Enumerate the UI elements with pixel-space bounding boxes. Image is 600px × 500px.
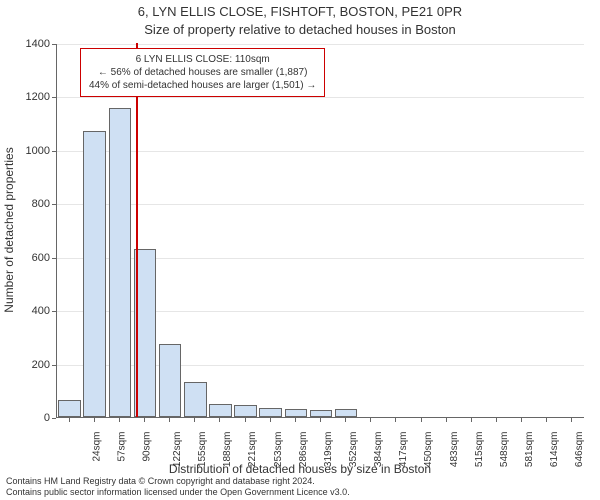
x-tick-mark	[320, 418, 321, 422]
histogram-bar	[310, 410, 333, 417]
y-tick-mark	[52, 204, 56, 205]
x-tick-mark	[119, 418, 120, 422]
x-tick-mark	[345, 418, 346, 422]
x-tick-mark	[446, 418, 447, 422]
x-tick-mark	[496, 418, 497, 422]
y-tick-mark	[52, 258, 56, 259]
y-tick-label: 800	[0, 198, 50, 210]
x-tick-label: 122sqm	[172, 432, 183, 468]
x-tick-label: 646sqm	[574, 432, 585, 468]
x-tick-label: 253sqm	[273, 432, 284, 468]
annotation-line1: 6 LYN ELLIS CLOSE: 110sqm	[89, 53, 316, 66]
histogram-bar	[109, 108, 132, 417]
x-tick-label: 384sqm	[373, 432, 384, 468]
annotation-line3: 44% of semi-detached houses are larger (…	[89, 79, 316, 92]
y-tick-label: 200	[0, 359, 50, 371]
x-tick-label: 614sqm	[549, 432, 560, 468]
histogram-bar	[335, 409, 358, 417]
x-tick-mark	[94, 418, 95, 422]
histogram-bar	[58, 400, 81, 417]
y-tick-label: 600	[0, 252, 50, 264]
x-tick-label: 581sqm	[524, 432, 535, 468]
histogram-bar	[285, 409, 308, 417]
attribution-line1: Contains HM Land Registry data © Crown c…	[6, 476, 350, 487]
x-tick-label: 24sqm	[91, 432, 102, 462]
chart-title-line1: 6, LYN ELLIS CLOSE, FISHTOFT, BOSTON, PE…	[0, 4, 600, 19]
attribution-line2: Contains public sector information licen…	[6, 487, 350, 498]
x-tick-mark	[395, 418, 396, 422]
y-tick-label: 0	[0, 412, 50, 424]
y-axis-label: Number of detached properties	[2, 147, 16, 312]
y-tick-mark	[52, 311, 56, 312]
x-tick-label: 57sqm	[116, 432, 127, 462]
x-tick-label: 90sqm	[141, 432, 152, 462]
annotation-line2: ← 56% of detached houses are smaller (1,…	[89, 66, 316, 79]
x-tick-mark	[169, 418, 170, 422]
y-tick-label: 1400	[0, 38, 50, 50]
histogram-bar	[159, 344, 182, 417]
x-tick-mark	[270, 418, 271, 422]
y-tick-mark	[52, 151, 56, 152]
y-tick-mark	[52, 418, 56, 419]
x-tick-mark	[295, 418, 296, 422]
x-tick-mark	[219, 418, 220, 422]
x-tick-mark	[421, 418, 422, 422]
x-tick-label: 155sqm	[197, 432, 208, 468]
x-tick-label: 188sqm	[222, 432, 233, 468]
y-tick-label: 400	[0, 305, 50, 317]
y-tick-mark	[52, 365, 56, 366]
x-tick-label: 450sqm	[424, 432, 435, 468]
attribution: Contains HM Land Registry data © Crown c…	[6, 476, 350, 498]
histogram-bar	[259, 408, 282, 417]
histogram-bar	[234, 405, 257, 417]
x-tick-label: 483sqm	[449, 432, 460, 468]
x-tick-mark	[194, 418, 195, 422]
x-tick-label: 352sqm	[348, 432, 359, 468]
marker-line	[136, 43, 138, 417]
x-tick-label: 515sqm	[474, 432, 485, 468]
chart-title-line2: Size of property relative to detached ho…	[0, 22, 600, 37]
x-tick-mark	[69, 418, 70, 422]
x-tick-label: 417sqm	[398, 432, 409, 468]
x-tick-mark	[370, 418, 371, 422]
chart-plot-area	[56, 44, 584, 418]
x-tick-mark	[245, 418, 246, 422]
x-tick-mark	[144, 418, 145, 422]
y-tick-mark	[52, 97, 56, 98]
histogram-bar	[184, 382, 207, 417]
y-tick-label: 1200	[0, 91, 50, 103]
histogram-bar	[209, 404, 232, 417]
histogram-bar	[83, 131, 106, 417]
x-tick-label: 221sqm	[248, 432, 259, 468]
x-tick-label: 286sqm	[298, 432, 309, 468]
x-tick-label: 548sqm	[499, 432, 510, 468]
y-tick-mark	[52, 44, 56, 45]
x-tick-mark	[471, 418, 472, 422]
y-tick-label: 1000	[0, 145, 50, 157]
x-tick-label: 319sqm	[323, 432, 334, 468]
x-tick-mark	[521, 418, 522, 422]
x-tick-mark	[546, 418, 547, 422]
annotation-box: 6 LYN ELLIS CLOSE: 110sqm← 56% of detach…	[80, 48, 325, 97]
x-tick-mark	[571, 418, 572, 422]
